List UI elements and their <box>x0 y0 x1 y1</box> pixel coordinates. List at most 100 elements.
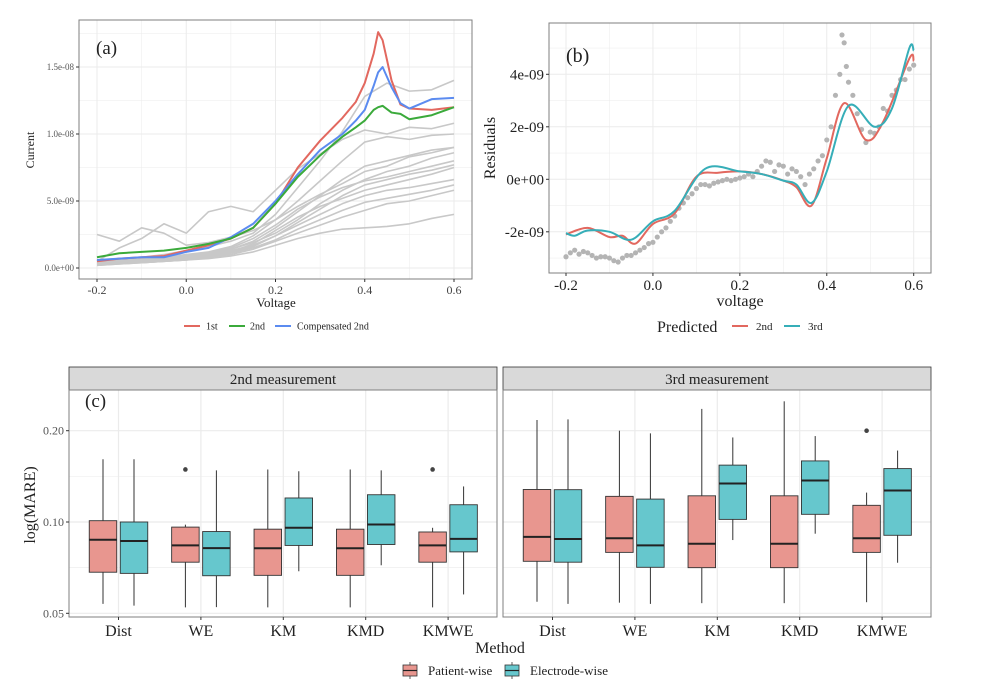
residual-point <box>728 178 734 184</box>
box-kmwe-patient-wise <box>852 428 881 603</box>
gray-curve <box>96 151 455 265</box>
residual-point <box>802 181 808 188</box>
y-axis-title: log(MARE) <box>22 466 39 543</box>
residual-point <box>911 62 917 68</box>
x-tick-label: 0.4 <box>357 283 372 297</box>
residual-point <box>850 92 856 98</box>
residual-point <box>824 137 830 143</box>
legend-label: Patient-wise <box>428 663 492 678</box>
legend-item-patient-wise: Patient-wise <box>402 662 492 679</box>
box-we-electrode-wise <box>202 470 231 608</box>
box-body <box>449 504 478 553</box>
box-body <box>883 468 912 536</box>
residual-point <box>758 163 765 169</box>
residual-point <box>580 248 586 255</box>
residual-point <box>641 244 647 251</box>
outlier-point <box>864 428 869 434</box>
gray-curve <box>96 184 455 267</box>
residual-point <box>798 174 804 180</box>
x-tick-label: WE <box>188 623 213 640</box>
box-body <box>119 521 149 574</box>
residual-point <box>780 163 786 169</box>
box-kmd-electrode-wise <box>801 436 830 534</box>
residual-point <box>737 175 743 181</box>
residual-point <box>837 71 843 77</box>
legend-label: 1st <box>206 322 218 333</box>
panel-label: (b) <box>566 45 589 67</box>
box-kmwe-patient-wise <box>418 467 447 608</box>
legend-item-3rd: 3rd <box>784 321 823 333</box>
residual-point <box>841 40 847 46</box>
box-body <box>284 497 313 546</box>
residual-point <box>606 255 613 261</box>
legend-item-compensated-2nd: Compensated 2nd <box>275 322 369 333</box>
legend-item-2nd: 2nd <box>732 321 773 333</box>
residual-point <box>741 174 747 180</box>
residual-point <box>763 158 769 164</box>
box-kmwe-electrode-wise <box>883 450 912 563</box>
residual-point <box>811 166 817 172</box>
residual-point <box>576 251 582 257</box>
residual-point <box>589 252 595 259</box>
gray-curve <box>96 122 455 262</box>
residual-point <box>693 185 699 192</box>
box-body <box>852 504 881 553</box>
legend-label: 2nd <box>756 321 773 333</box>
x-tick-label: 0.2 <box>730 278 749 294</box>
y-tick-label: 5.0e-09 <box>47 196 75 206</box>
residual-point <box>624 252 630 259</box>
box-body <box>605 495 634 553</box>
box-dist-patient-wise <box>88 459 118 604</box>
legend-item-electrode-wise: Electrode-wise <box>504 662 608 679</box>
residual-point <box>689 191 695 197</box>
box-kmd-patient-wise <box>336 469 365 608</box>
box-we-patient-wise <box>605 430 634 603</box>
prediction-line-3rd <box>565 43 915 241</box>
legend-label: Electrode-wise <box>530 663 608 678</box>
y-tick-label: -2e-09 <box>505 225 544 241</box>
residual-point <box>698 181 704 188</box>
box-body <box>770 495 799 569</box>
panel-label: (a) <box>96 38 117 59</box>
x-tick-label: 0.6 <box>904 278 923 294</box>
y-tick-label: 0.0e+00 <box>45 263 75 273</box>
panel-a: (a) -0.2 0.0 0.2 0.4 0.6 0.0e+00 5.0e-09 1.0e-08… <box>23 19 473 333</box>
box-km-electrode-wise <box>284 471 313 572</box>
series-line-compensated-2nd <box>96 66 455 261</box>
residual-point <box>650 239 656 245</box>
residual-point <box>724 176 730 182</box>
residual-point <box>806 171 812 177</box>
facet-strip-label: 3rd measurement <box>665 372 770 388</box>
residual-point <box>793 168 799 175</box>
box-kmwe-electrode-wise <box>449 486 478 595</box>
y-tick-label: 0.20 <box>43 424 64 438</box>
box-dist-electrode-wise <box>553 419 583 604</box>
y-axis-title: Residuals <box>482 117 499 179</box>
residual-point <box>845 79 852 85</box>
residual-point <box>732 176 739 182</box>
residual-point <box>772 168 778 175</box>
box-body <box>522 489 552 562</box>
residual-point <box>843 63 849 70</box>
residual-point <box>637 247 643 253</box>
x-tick-label: KMD <box>347 623 384 640</box>
box-body <box>418 531 447 563</box>
box-km-patient-wise <box>253 469 283 608</box>
residual-point <box>659 229 665 235</box>
box-body <box>553 489 583 563</box>
residual-point <box>602 254 608 260</box>
x-tick-label: 0.2 <box>268 283 283 297</box>
y-tick-label: 0.10 <box>43 515 64 529</box>
x-tick-label: 0.0 <box>179 283 194 297</box>
box-body <box>253 528 283 576</box>
box-kmd-patient-wise <box>770 401 799 604</box>
x-tick-label: KM <box>704 623 730 640</box>
x-tick-label: 0.0 <box>644 278 663 294</box>
residual-point <box>702 181 708 188</box>
box-body <box>801 460 830 515</box>
panel-b: (b) -0.2 0.0 0.2 0.4 0.6 -2e-09 0e+00 2e-09 4e-09… <box>482 22 932 336</box>
residual-point <box>615 259 621 265</box>
residual-point <box>685 195 691 201</box>
